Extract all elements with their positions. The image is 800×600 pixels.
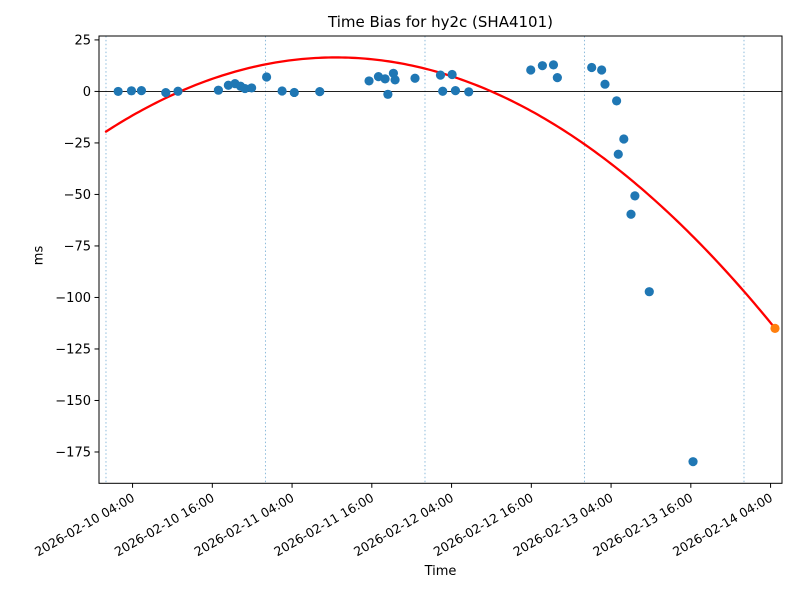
sample-point (597, 65, 607, 75)
sample-point (383, 89, 393, 99)
sample-point (289, 87, 299, 98)
sample-point (410, 73, 420, 83)
plot-border (98, 35, 783, 484)
y-tick-label: −50 (64, 188, 91, 203)
sample-point (613, 149, 623, 159)
sample-point (380, 74, 390, 84)
sample-point (213, 85, 223, 95)
y-tick-label: −125 (55, 342, 91, 357)
sample-point (261, 72, 272, 82)
sample-point (600, 79, 610, 89)
latest-point (770, 323, 780, 333)
sample-point (136, 86, 147, 96)
x-axis-label: Time (424, 564, 457, 579)
sample-point (619, 134, 629, 144)
y-tick-label: −150 (55, 394, 91, 409)
sample-point (277, 86, 287, 96)
sample-point (552, 73, 562, 83)
y-axis-label: ms (31, 245, 47, 266)
sample-point (435, 70, 446, 80)
sample-point (450, 86, 461, 96)
sample-point (315, 87, 325, 97)
sample-point (644, 287, 654, 297)
sample-point (587, 62, 597, 73)
sample-point (113, 86, 123, 97)
y-tick-label: 0 (83, 85, 91, 100)
sample-point (548, 60, 559, 70)
sample-point (126, 86, 137, 96)
sample-point (390, 75, 400, 85)
sample-point (537, 61, 547, 71)
y-tick-label: −175 (55, 445, 91, 460)
sample-point (173, 86, 183, 96)
sample-point (612, 96, 622, 106)
sample-point (161, 88, 171, 98)
sample-point (240, 83, 250, 94)
sample-point (464, 87, 474, 97)
y-tick-label: −25 (64, 136, 91, 151)
fit-curve (104, 56, 776, 329)
sample-point (526, 65, 536, 75)
chart-title: Time Bias for hy2c (SHA4101) (328, 13, 553, 31)
sample-point (630, 191, 640, 201)
y-tick-label: 25 (74, 33, 91, 48)
sample-point (626, 209, 636, 219)
sample-point (364, 76, 374, 86)
sample-point (247, 83, 257, 93)
sample-point (438, 86, 448, 96)
y-tick-label: −100 (55, 291, 91, 306)
y-tick-label: −75 (64, 239, 91, 254)
sample-point (688, 457, 698, 467)
sample-point (447, 69, 457, 80)
